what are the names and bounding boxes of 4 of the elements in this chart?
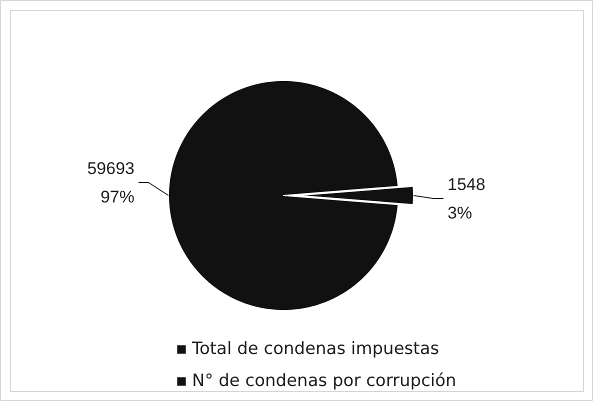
data-label: 59693 97% — [87, 158, 135, 206]
data-label: 1548 3% — [448, 174, 486, 222]
legend-label: Total de condenas impuestas — [192, 339, 440, 359]
legend-label: N° de condenas por corrupción — [192, 371, 456, 391]
